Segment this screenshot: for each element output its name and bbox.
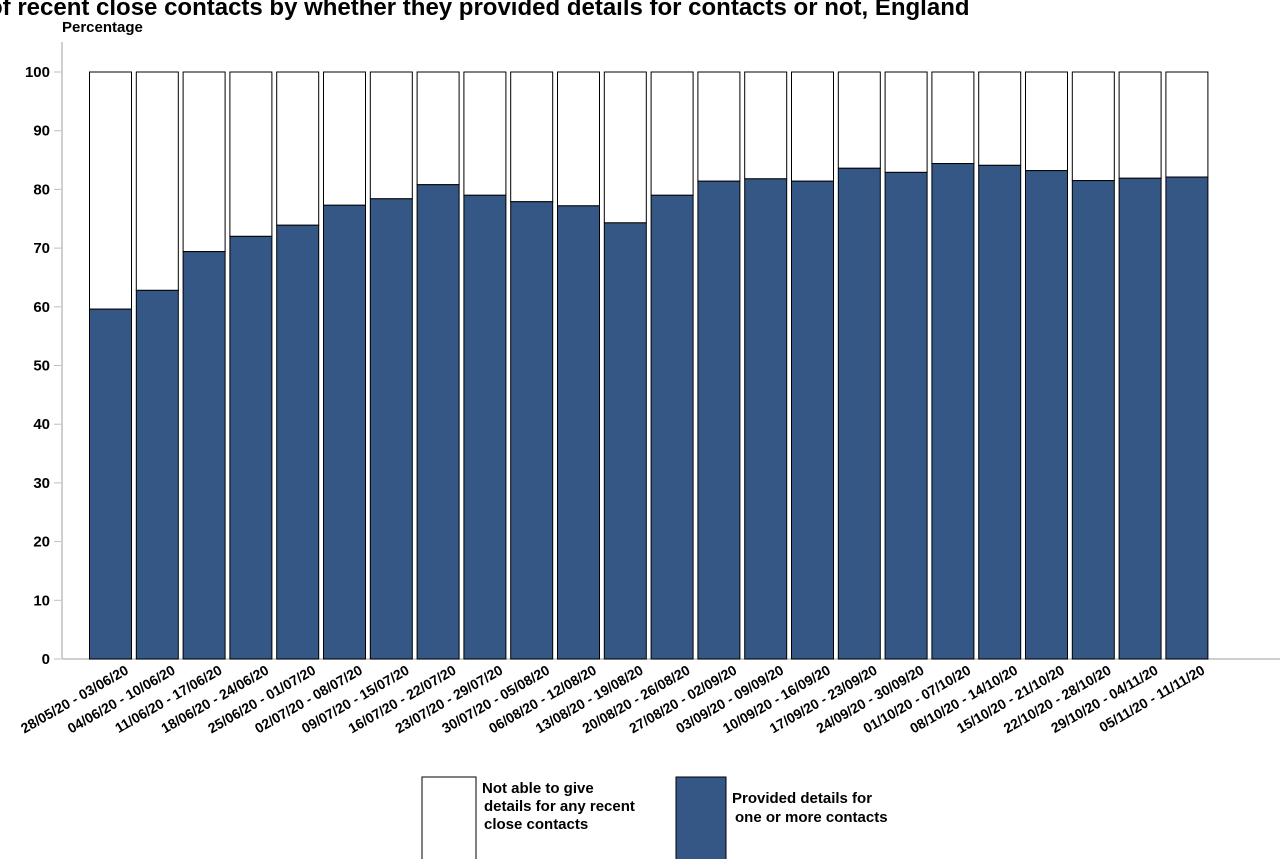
y-tick-label: 80	[33, 181, 50, 198]
chart-title: of recent close contacts by whether they…	[0, 0, 970, 21]
bar-not-able	[837, 71, 881, 169]
bar-not-able	[510, 71, 554, 203]
bar-provided	[744, 178, 788, 660]
bar-not-able	[229, 71, 273, 237]
bar-not-able	[182, 71, 226, 253]
bar-provided	[697, 180, 741, 660]
bar-provided	[510, 201, 554, 660]
bar-provided	[791, 180, 834, 660]
bar-provided	[276, 224, 320, 660]
bar-not-able	[323, 71, 366, 206]
legend-label-not-able: Not able to give details for any recent cl…	[482, 780, 635, 833]
y-tick-label: 40	[33, 416, 50, 433]
bar-provided	[1025, 170, 1068, 660]
y-tick-label: 70	[33, 240, 50, 257]
bar-provided	[463, 194, 507, 660]
bar-not-able	[603, 71, 647, 224]
bar-not-able	[135, 71, 179, 291]
bar-provided	[182, 251, 226, 660]
y-tick-label: 20	[33, 534, 50, 551]
bar-provided	[557, 205, 600, 660]
bar-provided	[323, 204, 366, 660]
bar-not-able	[697, 71, 741, 182]
bar-provided	[229, 235, 273, 660]
bar-provided	[884, 171, 928, 660]
bar-not-able	[89, 71, 132, 310]
bar-provided	[603, 222, 647, 660]
bar-not-able	[463, 71, 507, 196]
bar-not-able	[1165, 71, 1209, 178]
bar-not-able	[557, 71, 600, 207]
bar-not-able	[744, 71, 788, 180]
bar-not-able	[1025, 71, 1068, 172]
bar-provided	[837, 167, 881, 660]
bar-provided	[978, 164, 1022, 660]
y-tick-label: 0	[42, 651, 50, 668]
y-axis-label: Percentage	[62, 19, 143, 36]
bar-provided	[369, 198, 413, 660]
legend-swatch-provided	[675, 776, 727, 859]
bar-not-able	[276, 71, 320, 226]
y-tick-label: 50	[33, 358, 50, 375]
bar-not-able	[1071, 71, 1115, 182]
bar-not-able	[931, 71, 975, 165]
bar-provided	[931, 163, 975, 660]
legend-swatch-not-able	[421, 776, 477, 859]
bar-provided	[650, 194, 694, 660]
bar-not-able	[650, 71, 694, 196]
bar-not-able	[1118, 71, 1162, 179]
bar-provided	[89, 308, 132, 660]
y-tick-label: 90	[33, 123, 50, 140]
bar-provided	[1165, 176, 1209, 660]
bar-provided	[135, 289, 179, 660]
y-tick-label: 60	[33, 299, 50, 316]
y-tick-label: 100	[25, 64, 50, 81]
bar-provided	[1118, 177, 1162, 660]
bar-provided	[1071, 180, 1115, 660]
bar-not-able	[978, 71, 1022, 166]
bar-not-able	[369, 71, 413, 200]
y-tick-label: 10	[33, 592, 50, 609]
bar-not-able	[884, 71, 928, 173]
bar-provided	[416, 184, 460, 660]
y-tick-label: 30	[33, 475, 50, 492]
bar-not-able	[791, 71, 834, 182]
bar-not-able	[416, 71, 460, 186]
legend-label-provided: Provided details for one or more contacts	[732, 790, 888, 826]
